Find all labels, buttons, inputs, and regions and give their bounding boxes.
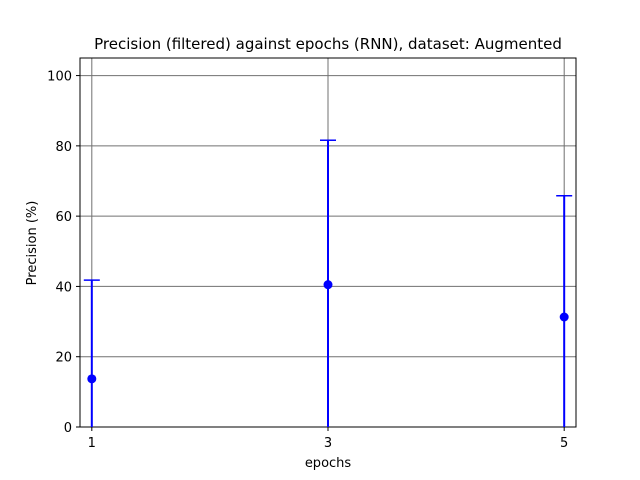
x-axis-label: epochs bbox=[305, 456, 352, 471]
x-tick-label-5: 5 bbox=[560, 436, 568, 451]
y-axis-label: Precision (%) bbox=[25, 201, 40, 286]
axes bbox=[76, 57, 577, 431]
data-point-5 bbox=[559, 312, 569, 322]
y-tick-label-20: 20 bbox=[55, 351, 72, 366]
y-tick-label-40: 40 bbox=[55, 280, 72, 295]
chart-title: Precision (filtered) against epochs (RNN… bbox=[94, 35, 562, 53]
data-point-3 bbox=[323, 280, 333, 290]
y-tick-label-80: 80 bbox=[55, 140, 72, 155]
y-tick-label-0: 0 bbox=[64, 421, 72, 436]
x-tick-label-1: 1 bbox=[88, 436, 96, 451]
tick-labels: 0 20 40 60 80 100 1 3 5 bbox=[47, 70, 568, 451]
data-point-1 bbox=[87, 374, 97, 384]
y-tick-label-60: 60 bbox=[55, 210, 72, 225]
y-tick-label-100: 100 bbox=[47, 70, 72, 85]
x-tick-label-3: 3 bbox=[324, 436, 332, 451]
data-marks bbox=[83, 139, 573, 427]
